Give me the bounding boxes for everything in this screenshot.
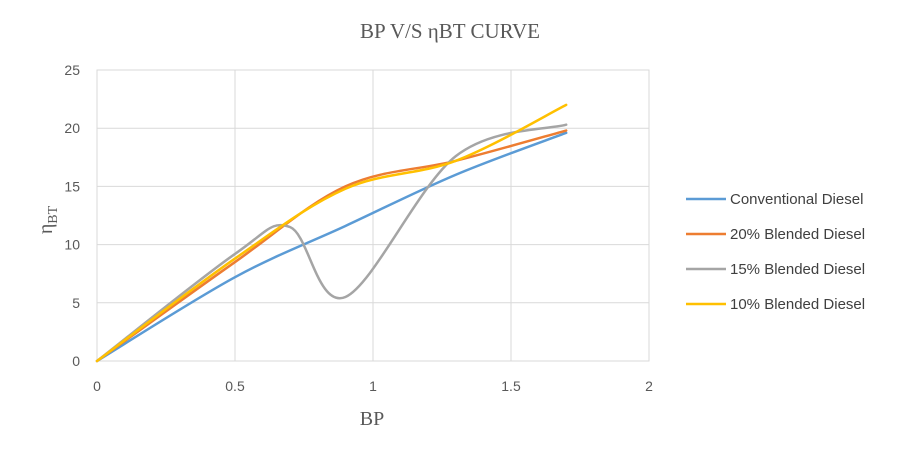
x-tick-label: 1.5 — [501, 378, 521, 394]
y-axis-tick-labels: 0 5 10 15 20 25 — [64, 62, 80, 369]
y-tick-label: 0 — [72, 353, 80, 369]
y-axis-title-subscript: BT — [46, 205, 61, 223]
chart-title: BP V/S ηBT CURVE — [360, 19, 540, 43]
legend-label: 15% Blended Diesel — [730, 261, 865, 278]
series-line-1 — [95, 131, 568, 363]
legend: Conventional Diesel 20% Blended Diesel 15%… — [686, 191, 865, 313]
y-tick-label: 20 — [64, 120, 80, 136]
x-tick-label: 2 — [645, 378, 653, 394]
x-tick-label: 0 — [93, 378, 101, 394]
y-tick-label: 25 — [64, 62, 80, 78]
y-tick-label: 15 — [64, 178, 80, 194]
series-line-2 — [95, 129, 568, 363]
x-tick-label: 1 — [369, 378, 377, 394]
series-line-4 — [95, 103, 568, 363]
x-tick-label: 0.5 — [225, 378, 245, 394]
x-axis-title: BP — [360, 408, 384, 430]
series-line-3 — [95, 123, 568, 363]
legend-label: Conventional Diesel — [730, 191, 863, 208]
y-axis-title-main: η — [35, 224, 57, 234]
x-axis-tick-labels: 0 0.5 1 1.5 2 — [93, 378, 653, 394]
y-tick-label: 10 — [64, 237, 80, 253]
y-axis-title: ηBT — [35, 205, 61, 234]
plot-area-border — [96, 69, 650, 362]
y-tick-label: 5 — [72, 295, 80, 311]
legend-label: 10% Blended Diesel — [730, 296, 865, 313]
series-lines — [95, 103, 568, 363]
legend-label: 20% Blended Diesel — [730, 226, 865, 243]
svg-text:ηBT: ηBT — [35, 205, 61, 234]
